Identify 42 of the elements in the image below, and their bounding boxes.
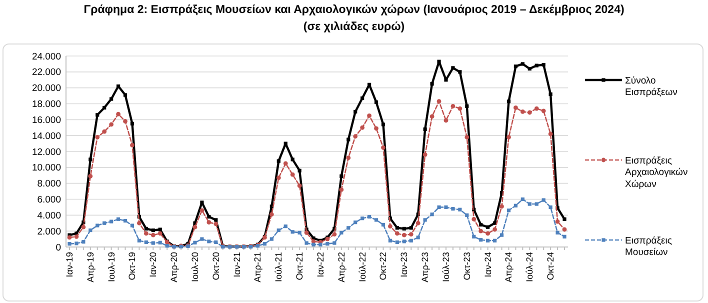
x-tick-label: Ιούλ-22 xyxy=(357,252,368,282)
y-tick-label: 2.000 xyxy=(37,226,61,238)
x-tick-label: Απρ-23 xyxy=(420,252,430,282)
y-tick-label: 8.000 xyxy=(37,178,61,190)
chart-subtitle: (σε χιλιάδες ευρώ) xyxy=(303,21,405,33)
x-tick-label: Απρ-24 xyxy=(504,252,514,282)
x-tick-label: Ιαν-21 xyxy=(232,252,242,278)
legend-label: Σύνολο Εισπράξεων xyxy=(625,75,678,98)
x-tick-label: Απρ-20 xyxy=(169,252,180,282)
x-tick-label: Ιούλ-23 xyxy=(440,252,451,282)
x-tick-label: Ιαν-23 xyxy=(399,252,410,278)
x-tick-label: Ιαν-19 xyxy=(64,252,74,278)
x-tick-label: Οκτ-21 xyxy=(294,252,305,280)
x-tick-label: Οκτ-20 xyxy=(210,252,221,280)
x-tick-label: Απρ-21 xyxy=(252,252,263,282)
x-tick-label: Οκτ-19 xyxy=(127,252,138,280)
x-tick-label: Οκτ-23 xyxy=(462,252,472,280)
y-tick-label: 12.000 xyxy=(32,146,61,158)
y-tick-label: 10.000 xyxy=(32,162,61,174)
chart-title: Γράφημα 2: Εισπράξεις Μουσείων και Αρχαιολογικών χώρων (Ιανουάριος 2019 – Δεκέμβριος 2024) xyxy=(84,4,624,16)
y-tick-label: 16.000 xyxy=(32,114,61,126)
x-tick-label: Οκτ-22 xyxy=(378,252,388,280)
x-tick-label: Ιουλ-19 xyxy=(106,252,116,282)
legend-label: Εισπράξεις Μουσείων xyxy=(625,235,672,258)
x-tick-label: Ιουλ-20 xyxy=(190,252,200,282)
y-tick-label: 20.000 xyxy=(32,83,61,94)
y-tick-label: 0 xyxy=(56,242,61,254)
y-tick-label: 18.000 xyxy=(32,99,61,110)
y-tick-label: 14.000 xyxy=(32,130,61,142)
y-tick-label: 24.000 xyxy=(32,51,61,62)
x-tick-label: Απρ-19 xyxy=(85,252,96,282)
y-tick-label: 6.000 xyxy=(37,194,61,206)
x-tick-label: Ιαν-22 xyxy=(315,252,326,278)
x-tick-label: Ιαν-24 xyxy=(482,252,493,278)
y-tick-label: 4.000 xyxy=(37,210,61,222)
y-tick-label: 22.000 xyxy=(32,67,61,78)
x-tick-label: Ιούλ-24 xyxy=(524,252,535,282)
x-tick-label: Ιούλ-21 xyxy=(274,252,284,282)
x-tick-label: Απρ-22 xyxy=(336,252,346,282)
legend-label: Εισπράξεις Αρχαιολογικών Χώρων xyxy=(625,155,688,190)
x-tick-label: Ιαν-20 xyxy=(148,252,158,278)
x-tick-label: Οκτ-24 xyxy=(546,252,556,280)
